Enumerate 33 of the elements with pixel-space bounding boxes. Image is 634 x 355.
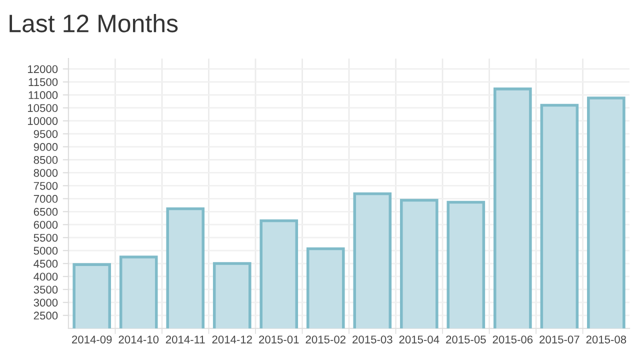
chart-title: Last 12 Months: [10, 14, 178, 32]
y-tick-label: 6000: [34, 220, 58, 229]
y-tick-label: 7500: [34, 182, 58, 190]
x-tick-label: 2014-12: [212, 336, 252, 344]
x-tick-label: 2015-01: [259, 336, 299, 344]
y-tick-label: 3000: [34, 298, 58, 307]
y-tick-label: 10500: [28, 104, 58, 112]
y-tick-label: 8500: [34, 156, 58, 164]
y-tick-label: 7000: [34, 194, 58, 203]
y-tick-label: 10000: [28, 117, 58, 125]
y-tick-label: 12000: [28, 65, 58, 74]
x-tick-label: 2014-09: [72, 336, 112, 344]
y-tick-label: 4500: [34, 260, 58, 268]
y-tick-label: 8000: [34, 168, 58, 177]
x-tick-label: 2015-03: [352, 336, 392, 344]
y-tick-label: 4000: [34, 272, 58, 281]
y-tick-label: 11500: [28, 78, 58, 86]
y-tick-label: 9000: [34, 143, 58, 151]
x-tick-label: 2014-11: [166, 336, 205, 344]
x-tick-label: 2015-07: [540, 336, 580, 344]
y-tick-label: 2500: [34, 312, 58, 320]
y-tick-label: 9500: [34, 130, 58, 138]
y-tick-label: 5000: [34, 246, 58, 255]
x-tick-label: 2014-10: [118, 336, 159, 344]
x-tick-label: 2015-06: [492, 336, 533, 344]
y-tick-label: 11000: [28, 91, 58, 100]
x-tick-label: 2015-05: [446, 336, 486, 344]
y-tick-label: 5500: [34, 234, 58, 242]
x-tick-label: 2015-04: [399, 336, 440, 344]
x-tick-label: 2015-02: [306, 336, 346, 344]
y-tick-label: 3500: [34, 286, 58, 294]
y-tick-label: 6500: [34, 208, 58, 216]
x-tick-label: 2015-08: [586, 336, 626, 344]
